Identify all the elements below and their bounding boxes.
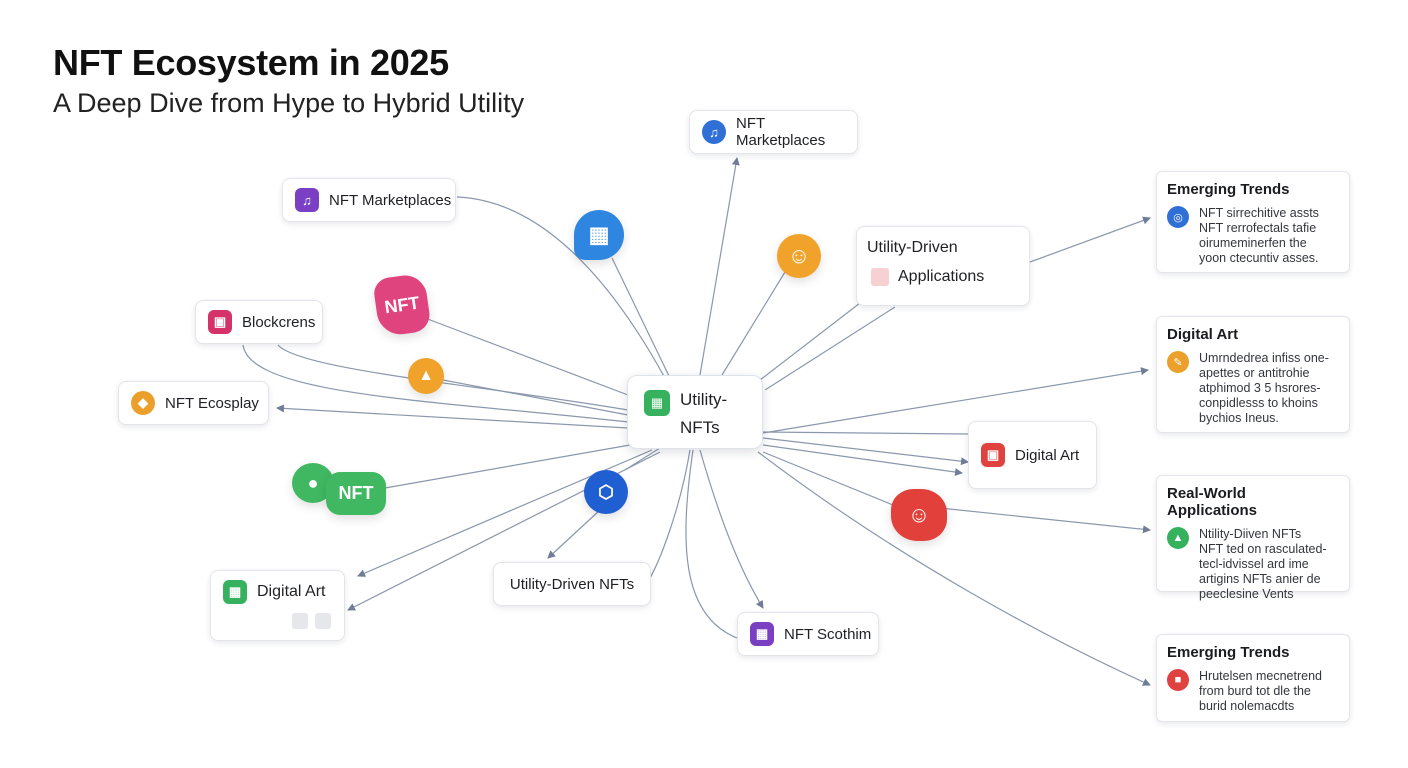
- node-blockchains[interactable]: ▣ Blockcrens: [195, 300, 323, 344]
- node-utility-bottom[interactable]: Utility-Driven NFTs: [493, 562, 651, 606]
- nft-green-badge: NFT: [326, 472, 386, 515]
- link-to-scothim-b: [685, 449, 738, 639]
- image-icon: ▦: [223, 580, 247, 604]
- shield-icon: ▲: [408, 358, 444, 394]
- link-to-blockchains-b: [242, 344, 629, 423]
- link-to-marketplaces-top: [699, 157, 740, 376]
- triangle-icon: ▲: [1167, 527, 1189, 549]
- card-digital-art: Digital Art ✎ Umrndedrea infiss one- ape…: [1156, 316, 1350, 433]
- hexagon-icon: ⬡: [584, 470, 628, 514]
- link-to-nft-pink: [424, 317, 629, 396]
- placeholder-chip: [315, 613, 331, 629]
- nft-pink-label: NFT: [383, 292, 421, 317]
- node-scothim[interactable]: ▦ NFT Scothim: [737, 612, 879, 656]
- center-node-utility-nfts[interactable]: ▦ Utility- NFTs: [627, 375, 763, 449]
- node-marketplaces-left[interactable]: ♫ NFT Marketplaces: [282, 178, 456, 222]
- link-to-card-art: [762, 367, 1149, 434]
- card-line: atphimod 3 5 hsrores-: [1199, 381, 1321, 395]
- face-icon: ☺: [777, 234, 821, 278]
- grid-icon: ▦: [644, 390, 670, 416]
- card-title: Emerging Trends: [1167, 181, 1290, 198]
- link-to-card-trends: [1029, 216, 1151, 263]
- node-label: Utility-Driven NFTs: [509, 575, 635, 593]
- page-title: NFT Ecosystem in 2025: [53, 42, 449, 83]
- card-line: burid nolemacdts: [1199, 699, 1295, 713]
- link-to-utility-apps-b: [764, 306, 896, 391]
- card-line: apettes or antitrohie: [1199, 366, 1310, 380]
- card-real-world-applications: Real-World Applications ▲ Ntility-Diiven…: [1156, 475, 1350, 601]
- diamond-icon: ◆: [131, 391, 155, 415]
- link-to-card-realworld: [939, 507, 1151, 534]
- card-line: Hrutelsen mecnetrend: [1199, 669, 1322, 683]
- link-to-nft-green: [384, 444, 631, 489]
- link-to-orange-face: [721, 271, 786, 376]
- page-subtitle: A Deep Dive from Hype to Hybrid Utility: [53, 88, 525, 118]
- link-to-red-gear: [762, 451, 894, 506]
- node-utility-apps[interactable]: Utility-Driven Applications: [856, 226, 1030, 306]
- node-label: Digital Art: [1015, 446, 1080, 464]
- node-line-2: Applications: [898, 268, 985, 285]
- nft-green-label: NFT: [338, 483, 374, 503]
- card-line: oirumeminerfen the: [1199, 236, 1307, 250]
- card-line: bychios Ineus.: [1199, 411, 1279, 425]
- link-to-ecosplay: [276, 404, 629, 429]
- node-digital-art-right[interactable]: ▣ Digital Art: [968, 421, 1097, 489]
- link-to-blue-grid: [611, 257, 671, 379]
- card-line: artigins NFTs anier de: [1199, 572, 1321, 586]
- screen-icon: ▣: [208, 310, 232, 334]
- card-line: peeclesine Vents: [1199, 587, 1294, 601]
- node-label: Blockcrens: [242, 313, 316, 331]
- card-line: Ntility-Diiven NFTs: [1199, 527, 1302, 541]
- card-line: NFT rerrofectals tafie: [1199, 221, 1317, 235]
- card-line: NFT ted on rasculated-: [1199, 542, 1327, 556]
- card-line: tecl-idvissel ard ime: [1199, 557, 1309, 571]
- link-to-marketplaces-left: [456, 196, 666, 379]
- screen-icon: ▣: [981, 443, 1005, 467]
- pink-square-icon: [871, 268, 889, 286]
- link-to-digital-art-right-a: [762, 437, 969, 466]
- placeholder-chip: [292, 613, 308, 629]
- link-to-orange-shield: [442, 379, 629, 416]
- card-title: Digital Art: [1167, 326, 1239, 343]
- node-line-1: Utility-Driven: [867, 239, 958, 256]
- link-to-utility-bottom-b: [649, 449, 691, 579]
- card-line: Umrndedrea infiss one-: [1199, 351, 1329, 365]
- music-note-icon: ♫: [295, 188, 319, 212]
- gear-face-icon: ☺: [891, 489, 947, 541]
- node-label: NFT Scothim: [784, 625, 872, 643]
- node-label: NFT Marketplaces: [736, 115, 826, 149]
- target-icon: ◎: [1167, 206, 1189, 228]
- node-label: NFT Ecosplay: [165, 394, 259, 412]
- node-label: Digital Art: [257, 583, 326, 600]
- link-to-utility-bottom: [547, 509, 601, 559]
- node-ecosplay[interactable]: ◆ NFT Ecosplay: [118, 381, 269, 425]
- card-line: yoon ctecuntiv asses.: [1199, 251, 1319, 265]
- link-to-card-trends-bottom: [757, 451, 1151, 686]
- center-line-1: Utility-: [680, 390, 728, 409]
- car-icon: ■: [1167, 669, 1189, 691]
- link-to-digital-art-right-b: [762, 444, 963, 476]
- node-marketplaces-top[interactable]: ♫ NFT Marketplaces: [689, 110, 858, 154]
- link-to-scothim-a: [699, 449, 764, 609]
- card-line: from burd tot dle the: [1199, 684, 1311, 698]
- node-digital-art-left[interactable]: ▦ Digital Art: [210, 570, 345, 641]
- card-line: conpidlesss to khoins: [1199, 396, 1318, 410]
- card-title: Emerging Trends: [1167, 644, 1290, 661]
- music-note-icon: ♫: [702, 120, 726, 144]
- card-title: Real-World Applications: [1167, 485, 1258, 519]
- apps-icon: ▦: [574, 210, 624, 260]
- card-line: NFT sirrechitive assts: [1199, 206, 1319, 220]
- brush-icon: ✎: [1167, 351, 1189, 373]
- grid-icon: ▦: [750, 622, 774, 646]
- card-emerging-trends-bottom: Emerging Trends ■ Hrutelsen mecnetrend f…: [1156, 634, 1350, 722]
- link-to-blockchains-a: [277, 344, 629, 411]
- center-line-2: NFTs: [680, 418, 720, 437]
- link-to-digital-art-right-c: [762, 431, 969, 435]
- node-label: NFT Marketplaces: [329, 191, 452, 209]
- card-emerging-trends-top: Emerging Trends ◎ NFT sirrechitive assts…: [1156, 171, 1350, 273]
- link-to-utility-apps-a: [759, 302, 861, 381]
